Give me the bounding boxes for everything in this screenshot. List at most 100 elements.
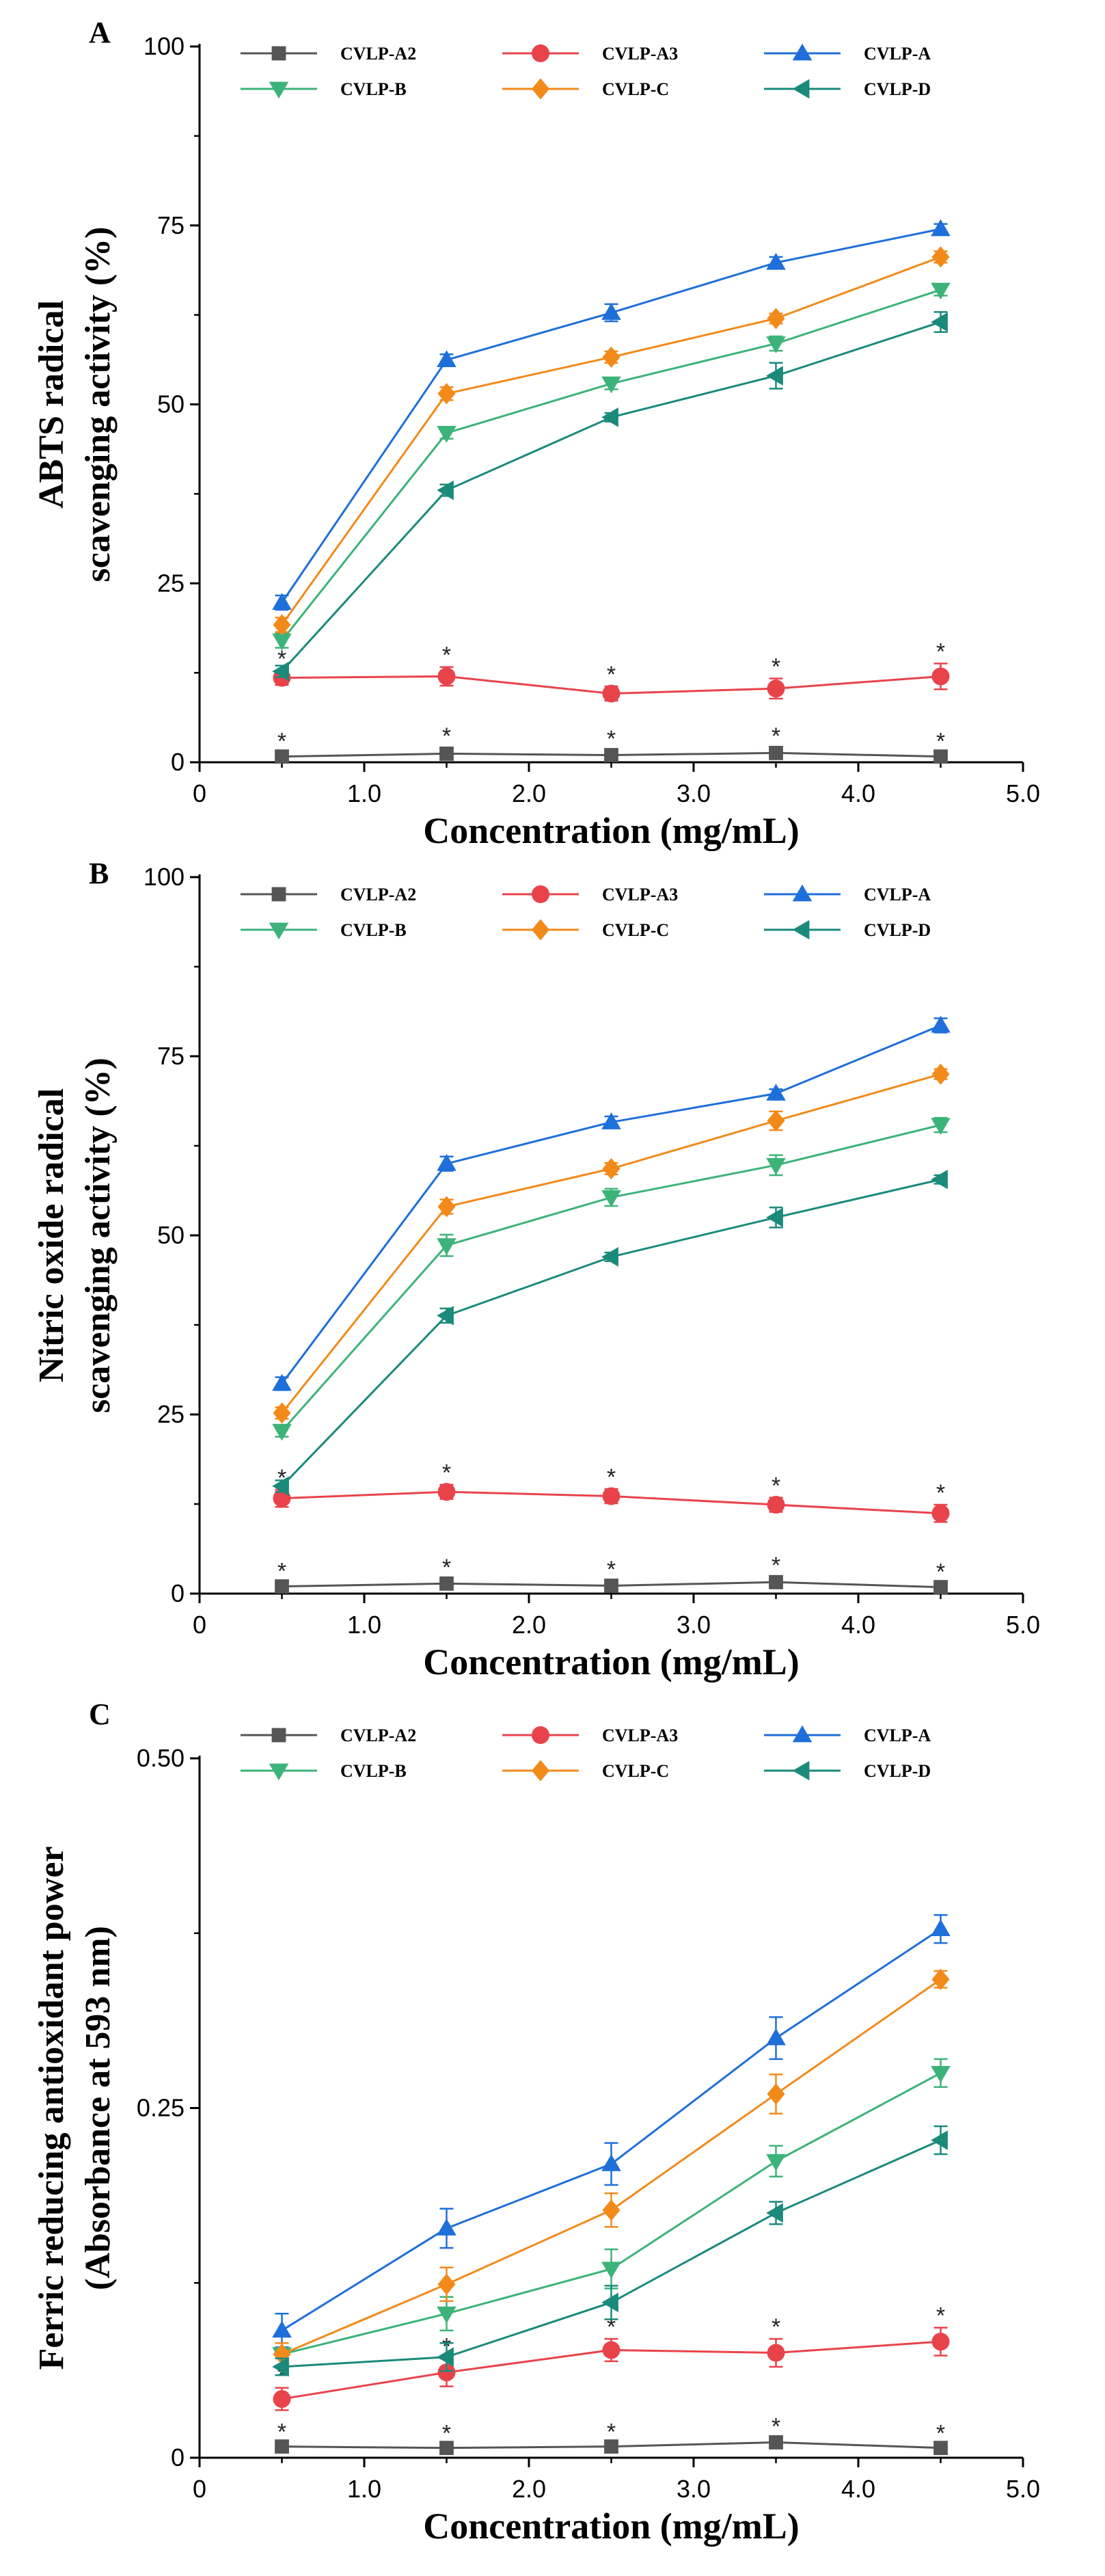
legend-label: CVLP-A (864, 885, 931, 904)
data-point (933, 1580, 948, 1594)
legend-marker (271, 46, 286, 61)
legend-item: CVLP-A3 (502, 44, 678, 64)
x-tick-label: 4.0 (841, 1611, 875, 1639)
data-point (437, 1196, 456, 1218)
data-point (602, 346, 620, 368)
y-axis-label-line: ABTS radical (32, 300, 71, 509)
y-tick-label: 50 (157, 1221, 185, 1249)
x-tick-label: 2.0 (512, 779, 546, 807)
significance-star: * (936, 728, 945, 754)
data-point (437, 667, 456, 686)
y-tick-label: 100 (144, 863, 185, 891)
significance-star: * (607, 2419, 616, 2445)
x-tick-label: 4.0 (841, 779, 875, 807)
series-line (281, 289, 941, 641)
data-point (437, 480, 454, 500)
legend-item: CVLP-D (764, 1760, 931, 1781)
data-point (604, 1579, 618, 1593)
data-point (437, 2306, 456, 2324)
data-point (272, 2320, 292, 2338)
data-point (931, 2333, 950, 2351)
legend-marker (532, 44, 549, 62)
series-CVLP-A (272, 1015, 951, 1391)
x-tick-label: 0 (193, 779, 206, 807)
data-point (931, 282, 951, 300)
data-point (601, 407, 618, 427)
y-tick-label: 25 (157, 569, 185, 597)
data-point (275, 749, 289, 764)
legend-item: CVLP-B (241, 920, 407, 940)
legend-item: CVLP-A (764, 884, 931, 904)
legend-item: CVLP-C (502, 919, 669, 941)
data-point (931, 246, 950, 268)
legend-marker (792, 884, 813, 902)
legend-marker (792, 1760, 810, 1781)
significance-star: * (277, 1558, 286, 1584)
data-point (931, 1504, 950, 1522)
significance-star: * (772, 2413, 780, 2439)
panel-label: C (89, 1698, 111, 1731)
data-point (767, 680, 785, 698)
legend-label: CVLP-C (602, 1761, 669, 1781)
significance-star: * (607, 1557, 616, 1583)
y-axis-label: ABTS radical scavenging activity (%) (32, 227, 118, 582)
series-CVLP-A3: ***** (273, 639, 950, 703)
data-point (931, 1015, 951, 1033)
series-CVLP-A2: * * * * * (275, 1553, 948, 1594)
panel-label: A (89, 16, 111, 49)
series-line (281, 321, 941, 673)
data-point (437, 1238, 456, 1255)
series-CVLP-C (273, 1063, 950, 1424)
data-point (767, 1496, 785, 1514)
data-point (272, 593, 292, 610)
data-point (437, 425, 456, 443)
significance-star: * (442, 723, 451, 749)
significance-star: * (936, 2421, 945, 2447)
series-CVLP-A2: * * * * * (275, 2413, 948, 2456)
y-tick-label: 100 (144, 32, 185, 60)
data-point (601, 1190, 621, 1207)
series-CVLP-D (272, 2125, 948, 2377)
legend-marker (532, 1760, 549, 1782)
series-CVLP-C (273, 246, 950, 636)
data-point (439, 747, 454, 761)
legend-marker (792, 920, 810, 940)
legend-item: CVLP-A2 (241, 44, 416, 64)
data-point (931, 2065, 951, 2083)
legend-label: CVLP-A3 (602, 885, 678, 904)
y-axis-label-line: Nitric oxide radical (32, 1088, 71, 1382)
legend-label: CVLP-D (864, 920, 931, 940)
data-point (769, 745, 783, 760)
y-tick-label: 0 (171, 748, 185, 776)
data-point (437, 2363, 456, 2382)
legend-label: CVLP-A3 (602, 1726, 678, 1745)
significance-star: * (277, 728, 286, 754)
data-point (601, 1112, 621, 1129)
x-tick-label: 3.0 (677, 779, 711, 807)
x-axis-label: Concentration (mg/mL) (423, 2506, 799, 2547)
chart-panel-C: C 0 1.0 2.0 3.0 4.0 5.0 0 0.25 0.50 Concentration … (32, 1698, 1040, 2547)
data-point (273, 2390, 291, 2409)
data-point (931, 1968, 950, 1990)
legend-marker (532, 885, 549, 903)
significance-star: * (442, 2421, 451, 2447)
data-point (766, 1157, 786, 1175)
data-point (767, 308, 785, 330)
legend-item: CVLP-A (764, 1725, 931, 1745)
data-point (931, 1118, 951, 1135)
data-point (601, 2292, 618, 2313)
significance-star: * (442, 643, 451, 669)
data-point (272, 2357, 289, 2377)
data-point (931, 667, 950, 686)
x-tick-label: 2.0 (512, 2475, 546, 2503)
x-tick-label: 3.0 (677, 1611, 711, 1639)
y-tick-label: 0 (171, 1579, 185, 1607)
data-point (439, 1576, 454, 1591)
legend-label: CVLP-A (864, 1726, 931, 1745)
y-axis-label: Nitric oxide radical scavenging activity … (32, 1058, 118, 1413)
legend-label: CVLP-C (602, 79, 669, 99)
data-point (604, 2439, 618, 2454)
x-tick-label: 1.0 (347, 779, 381, 807)
y-tick-label: 50 (157, 390, 185, 418)
data-point (933, 749, 948, 764)
